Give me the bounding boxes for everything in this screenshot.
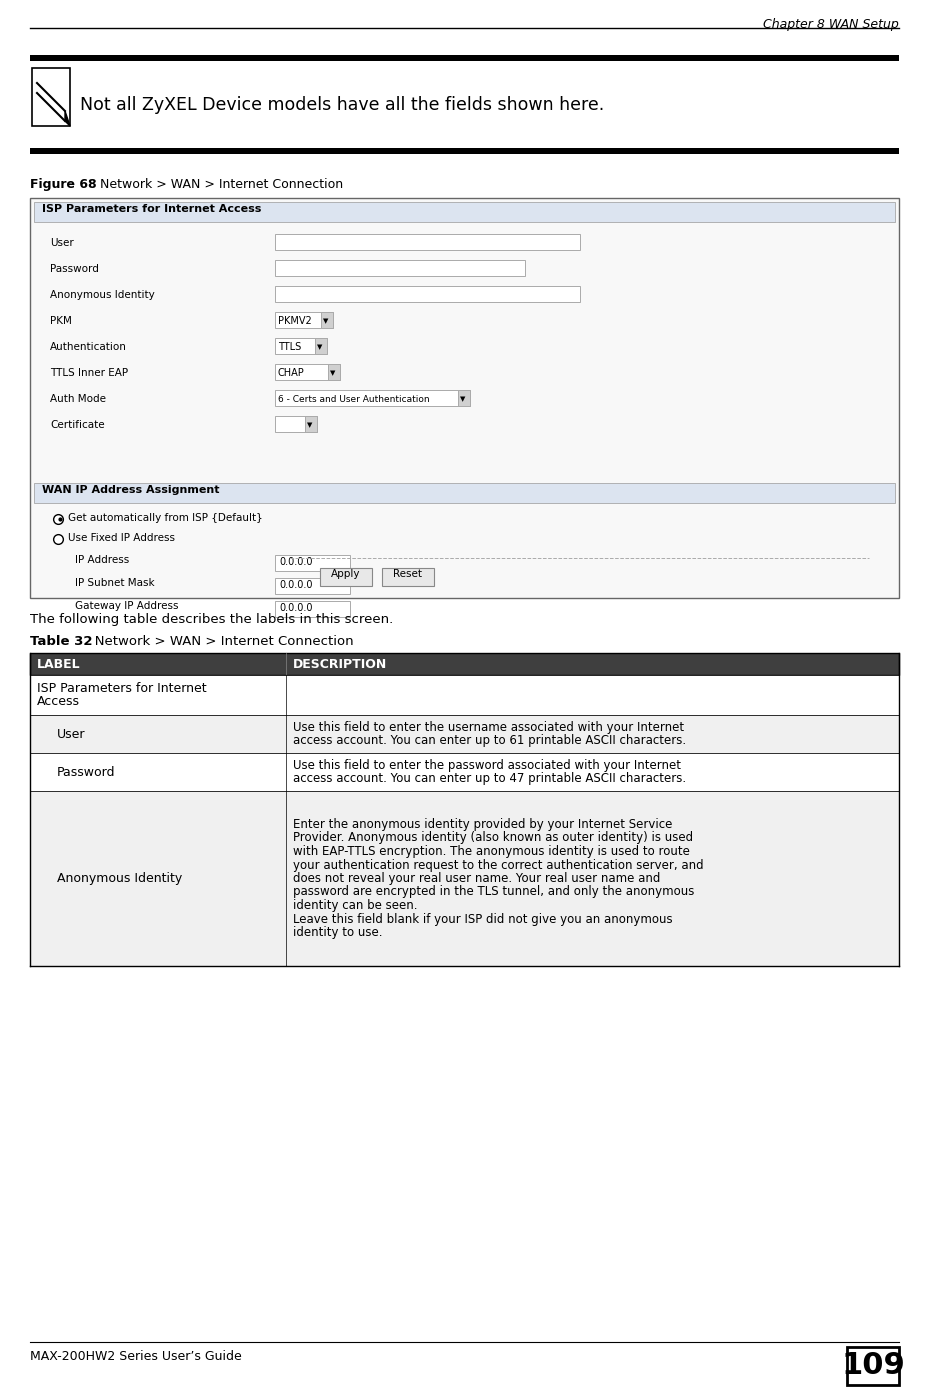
Bar: [30, 148, 898, 155]
Text: Apply: Apply: [331, 569, 360, 579]
Text: WAN IP Address Assignment: WAN IP Address Assignment: [42, 484, 219, 496]
Bar: [275, 285, 579, 302]
Text: your authentication request to the correct authentication server, and: your authentication request to the corre…: [292, 859, 702, 871]
Text: ▼: ▼: [306, 422, 312, 427]
Text: Network > WAN > Internet Connection: Network > WAN > Internet Connection: [82, 635, 354, 649]
Bar: [275, 416, 316, 432]
Bar: [328, 363, 340, 380]
Text: with EAP-TTLS encryption. The anonymous identity is used to route: with EAP-TTLS encryption. The anonymous …: [292, 845, 690, 857]
Text: Anonymous Identity: Anonymous Identity: [57, 871, 182, 885]
Text: User: User: [57, 728, 85, 741]
Bar: [275, 338, 327, 354]
Text: Table 32: Table 32: [30, 635, 93, 649]
Bar: [30, 675, 898, 715]
Bar: [275, 312, 332, 329]
Text: ▼: ▼: [323, 317, 328, 324]
Text: Password: Password: [50, 264, 98, 274]
Text: ▼: ▼: [316, 344, 322, 349]
Text: The following table describes the labels in this screen.: The following table describes the labels…: [30, 612, 393, 626]
Text: Authentication: Authentication: [50, 342, 127, 352]
Bar: [34, 202, 894, 221]
Polygon shape: [65, 111, 70, 127]
Text: Access: Access: [37, 695, 80, 709]
Text: Provider. Anonymous identity (also known as outer identity) is used: Provider. Anonymous identity (also known…: [292, 831, 692, 845]
Text: identity to use.: identity to use.: [292, 926, 382, 940]
Text: 109: 109: [840, 1352, 904, 1381]
Text: 6 - Certs and User Authentication: 6 - Certs and User Authentication: [277, 394, 429, 404]
Bar: [30, 653, 898, 675]
Text: access account. You can enter up to 47 printable ASCII characters.: access account. You can enter up to 47 p…: [292, 773, 686, 785]
Text: access account. You can enter up to 61 printable ASCII characters.: access account. You can enter up to 61 p…: [292, 734, 686, 748]
Bar: [30, 56, 898, 61]
Text: IP Address: IP Address: [75, 555, 129, 565]
Text: Leave this field blank if your ISP did not give you an anonymous: Leave this field blank if your ISP did n…: [292, 913, 672, 926]
Text: TTLS: TTLS: [277, 342, 301, 352]
Bar: [275, 390, 470, 406]
Bar: [275, 234, 579, 251]
Text: TTLS Inner EAP: TTLS Inner EAP: [50, 367, 128, 379]
Text: 0.0.0.0: 0.0.0.0: [278, 603, 312, 612]
Bar: [30, 753, 898, 791]
Bar: [30, 198, 898, 599]
Bar: [381, 568, 433, 586]
Text: Chapter 8 WAN Setup: Chapter 8 WAN Setup: [763, 18, 898, 31]
Text: Anonymous Identity: Anonymous Identity: [50, 290, 155, 301]
Text: 0.0.0.0: 0.0.0.0: [278, 557, 312, 567]
Text: ▼: ▼: [329, 370, 335, 376]
Text: Use Fixed IP Address: Use Fixed IP Address: [68, 533, 174, 543]
Text: Auth Mode: Auth Mode: [50, 394, 106, 404]
Text: Use this field to enter the username associated with your Internet: Use this field to enter the username ass…: [292, 721, 683, 734]
Bar: [319, 568, 371, 586]
Text: Certificate: Certificate: [50, 420, 105, 430]
Bar: [30, 715, 898, 753]
Bar: [275, 578, 350, 594]
Text: PKM: PKM: [50, 316, 71, 326]
Bar: [275, 260, 524, 276]
Text: Use this field to enter the password associated with your Internet: Use this field to enter the password ass…: [292, 759, 680, 771]
Text: password are encrypted in the TLS tunnel, and only the anonymous: password are encrypted in the TLS tunnel…: [292, 885, 693, 898]
Bar: [321, 312, 332, 329]
Bar: [458, 390, 470, 406]
Text: ISP Parameters for Internet Access: ISP Parameters for Internet Access: [42, 205, 261, 214]
Text: Enter the anonymous identity provided by your Internet Service: Enter the anonymous identity provided by…: [292, 818, 672, 831]
Text: does not reveal your real user name. Your real user name and: does not reveal your real user name. You…: [292, 871, 660, 885]
Bar: [304, 416, 316, 432]
Text: Gateway IP Address: Gateway IP Address: [75, 601, 178, 611]
Bar: [846, 1347, 898, 1385]
Text: Network > WAN > Internet Connection: Network > WAN > Internet Connection: [88, 178, 342, 191]
Bar: [275, 363, 340, 380]
Text: CHAP: CHAP: [277, 367, 304, 379]
Text: Reset: Reset: [393, 569, 422, 579]
Text: DESCRIPTION: DESCRIPTION: [292, 657, 387, 671]
Bar: [275, 555, 350, 571]
Text: 0.0.0.0: 0.0.0.0: [278, 580, 312, 590]
Text: ISP Parameters for Internet: ISP Parameters for Internet: [37, 682, 206, 695]
Text: Figure 68: Figure 68: [30, 178, 97, 191]
Text: LABEL: LABEL: [37, 657, 81, 671]
Text: identity can be seen.: identity can be seen.: [292, 899, 417, 912]
Text: Password: Password: [57, 766, 115, 778]
Text: PKMV2: PKMV2: [277, 316, 312, 326]
Bar: [30, 791, 898, 966]
Text: MAX-200HW2 Series User’s Guide: MAX-200HW2 Series User’s Guide: [30, 1350, 241, 1363]
Text: Not all ZyXEL Device models have all the fields shown here.: Not all ZyXEL Device models have all the…: [80, 96, 603, 114]
Text: IP Subnet Mask: IP Subnet Mask: [75, 578, 154, 587]
Bar: [34, 483, 894, 503]
Text: User: User: [50, 238, 73, 248]
Bar: [275, 601, 350, 617]
Text: ▼: ▼: [459, 395, 465, 402]
Text: Get automatically from ISP {Default}: Get automatically from ISP {Default}: [68, 514, 263, 523]
Bar: [315, 338, 327, 354]
